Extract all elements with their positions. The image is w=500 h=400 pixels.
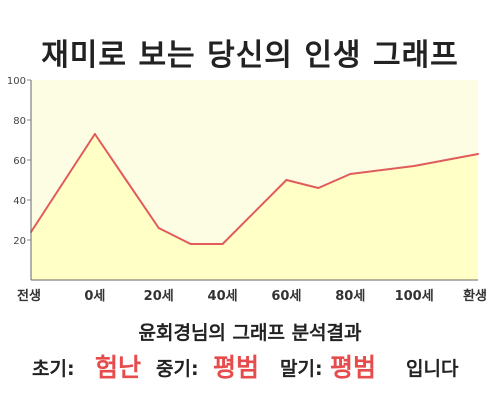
- x-axis: 전생 0세 20세 40세 60세 80세 100세 환생: [17, 279, 487, 304]
- mid-label: 중기:: [156, 358, 199, 380]
- y-tick-label: 20: [13, 236, 26, 247]
- data-point: [413, 165, 416, 167]
- data-point: [189, 243, 192, 245]
- x-tick-label: 60세: [271, 289, 301, 304]
- x-tick-label: 100세: [395, 289, 434, 304]
- y-tick-label: 80: [13, 116, 26, 127]
- early-value: 험난: [95, 353, 142, 382]
- area-fill: [31, 134, 478, 280]
- late-label: 말기:: [280, 358, 323, 380]
- data-point: [349, 173, 352, 175]
- analysis-heading: 윤회경님의 그래프 분석결과: [138, 322, 362, 344]
- y-tick-label: 100: [7, 76, 26, 87]
- series-line: [30, 133, 479, 245]
- analysis-result: 초기: 험난 중기: 평범 말기: 평범 입니다: [0, 346, 500, 382]
- data-point: [285, 179, 288, 181]
- data-point: [157, 227, 160, 229]
- page-title: 재미로 보는 당신의 인생 그래프: [41, 38, 459, 73]
- x-tick-label: 전생: [17, 288, 41, 304]
- y-axis: 20 40 60 80 100: [7, 76, 32, 280]
- x-tick-label: 환생: [463, 288, 487, 304]
- data-point: [93, 133, 96, 135]
- x-tick-label: 20세: [144, 289, 174, 304]
- late-value: 평범: [330, 353, 377, 382]
- data-point: [477, 153, 479, 155]
- life-graph-chart: 20 40 60 80 100 전생 0세 20세 40세 60세 80세 100세 환생: [7, 76, 487, 304]
- ending-text: 입니다: [406, 358, 459, 380]
- x-tick-label: 0세: [84, 289, 105, 304]
- data-point: [317, 187, 320, 189]
- y-tick-label: 40: [13, 196, 26, 207]
- data-point: [221, 243, 224, 245]
- y-tick-label: 60: [13, 156, 26, 167]
- mid-value: 평범: [213, 353, 260, 382]
- early-label: 초기:: [32, 358, 75, 380]
- x-tick-label: 40세: [208, 289, 238, 304]
- x-tick-label: 80세: [335, 289, 365, 304]
